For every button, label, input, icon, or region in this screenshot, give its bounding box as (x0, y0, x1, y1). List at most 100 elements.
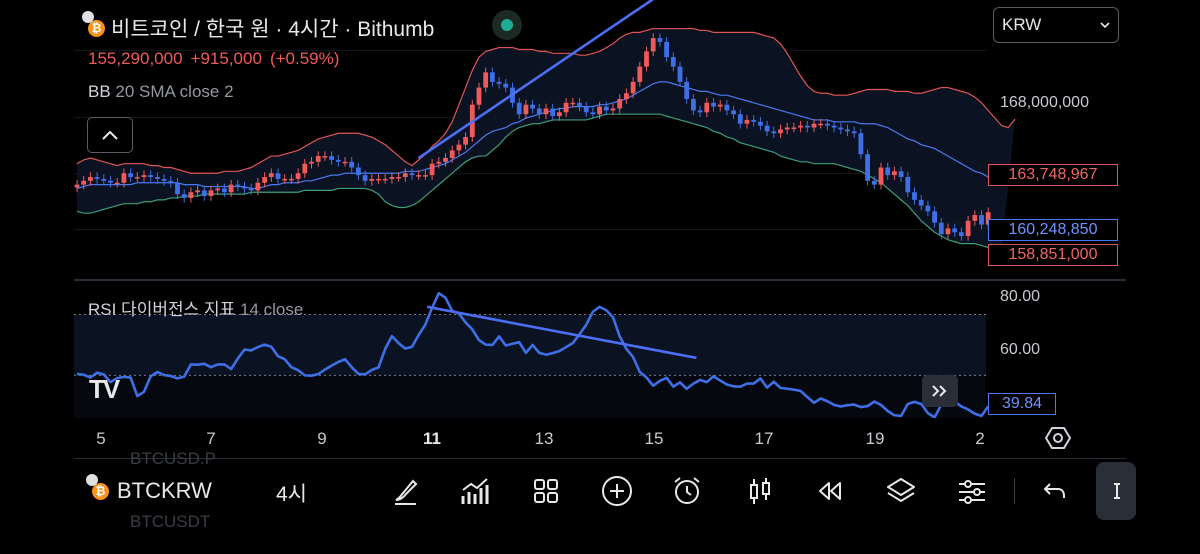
price-pane[interactable] (74, 0, 1126, 280)
candle-body (94, 177, 100, 179)
candle-body (811, 123, 817, 128)
candle-body (175, 182, 180, 195)
candle-body (235, 184, 241, 187)
candle-body (309, 161, 314, 164)
candle-body (396, 177, 401, 179)
candle-body (985, 212, 991, 225)
layers-button[interactable] (884, 474, 918, 508)
pane-divider[interactable] (74, 279, 1126, 281)
rsi-legend[interactable]: RSI 다이버전스 지표 14 close (88, 295, 303, 320)
candle-body (188, 192, 194, 198)
time-axis-tick: 15 (644, 429, 664, 448)
candle-body (577, 102, 582, 107)
chart-settings-button[interactable] (1044, 425, 1072, 451)
symbol-selector[interactable]: ₿ BTCKRW (86, 473, 212, 504)
time-axis[interactable]: 5 7 9 11 13 15 17 19 2 (74, 420, 1126, 456)
candle-body (215, 188, 221, 191)
candle-body (463, 137, 468, 145)
candle-body (436, 161, 442, 164)
candle-body (912, 192, 917, 200)
candle-body (945, 228, 951, 235)
collapse-legend-button[interactable] (87, 117, 133, 153)
candle-body (423, 175, 428, 177)
candle-body (737, 114, 743, 124)
candle-body (711, 102, 716, 107)
bb-upper-line (76, 27, 1016, 174)
candle-body (918, 199, 924, 206)
price-legend: 155,290,000 +915,000 (+0.59%) (88, 49, 339, 69)
drawing-tool-button[interactable] (388, 474, 422, 508)
candle-body (959, 232, 964, 237)
chart-title: 비트코인 / 한국 원 · 4시간 · Bithumb (111, 18, 435, 41)
candle-body (74, 184, 80, 188)
candle-body (496, 81, 502, 84)
candle-body (644, 51, 649, 67)
candle-body (409, 173, 415, 176)
candle-body (570, 102, 576, 105)
candle-body (228, 184, 234, 193)
last-price-tag: 158,851,000 (988, 244, 1118, 266)
candle-body (335, 159, 341, 162)
candle-body (88, 177, 93, 181)
candle-body (530, 104, 535, 109)
candle-body (885, 167, 891, 176)
alarm-clock-icon (674, 477, 700, 504)
settings-button[interactable] (955, 474, 989, 508)
candle-body (717, 104, 723, 107)
candle-body (583, 106, 589, 113)
interval-selector[interactable]: 4시 (276, 483, 307, 506)
candle-body (684, 81, 690, 99)
bb-legend[interactable]: BB 20 SMA close 2 (88, 82, 234, 102)
rsi-name: RSI 다이버전스 지표 (88, 300, 236, 319)
add-button[interactable] (600, 474, 634, 508)
indicator-chart-icon (461, 478, 489, 504)
chevron-down-icon (1100, 21, 1110, 28)
candle-body (222, 188, 227, 193)
candle-body (925, 205, 931, 212)
layout-button[interactable] (529, 474, 563, 508)
candle-body (851, 131, 857, 134)
time-axis-tick: 9 (317, 429, 327, 448)
panel-edge-button[interactable] (1096, 462, 1136, 520)
candle-body (168, 180, 174, 183)
candle-body (362, 175, 368, 181)
scroll-to-realtime-button[interactable] (922, 375, 958, 407)
candle-body (731, 110, 736, 115)
bb-upper-tag: 163,748,967 (988, 164, 1118, 186)
currency-select[interactable]: KRW (993, 7, 1119, 43)
candle-body (268, 173, 274, 178)
candle-body (624, 93, 629, 99)
candle-body (134, 177, 140, 179)
symbol-legend[interactable]: ₿ 비트코인 / 한국 원 · 4시간 · Bithumb (82, 10, 435, 43)
rsi-trendline[interactable] (426, 305, 697, 360)
candle-body (932, 211, 937, 223)
market-status-icon[interactable] (492, 10, 522, 40)
time-axis-tick: 11 (423, 429, 441, 448)
indicators-button[interactable] (458, 474, 492, 508)
double-chevron-right-icon (932, 385, 947, 397)
chart-type-button[interactable] (743, 474, 777, 508)
candle-body (630, 81, 636, 94)
candle-body (356, 167, 361, 176)
candle-body (724, 104, 730, 111)
candle-body (503, 83, 509, 88)
candle-body (543, 108, 549, 115)
candle-body (181, 194, 187, 198)
candle-body (536, 108, 542, 115)
candle-body (155, 177, 160, 179)
undo-button[interactable] (1038, 474, 1072, 508)
candle-body (557, 112, 562, 117)
next-symbol-ghost: BTCUSDT (130, 512, 211, 531)
price-trendline[interactable] (417, 0, 671, 160)
settings-sliders-icon (959, 480, 985, 504)
replay-button[interactable] (812, 474, 846, 508)
time-axis-tick: 2 (975, 429, 985, 448)
candle-body (825, 123, 830, 126)
candle-body (376, 178, 381, 181)
rsi-line (76, 291, 990, 418)
candle-body (637, 66, 643, 82)
candle-body (416, 175, 422, 177)
alert-button[interactable] (670, 474, 704, 508)
price-chart-svg (74, 0, 1016, 252)
